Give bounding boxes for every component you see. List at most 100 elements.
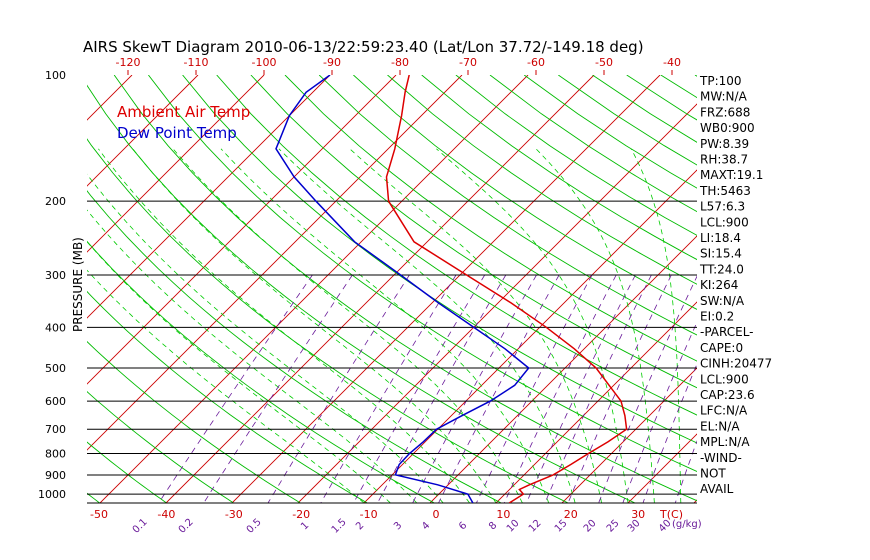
index-label: CINH:20477 bbox=[700, 357, 772, 371]
isotherm-line bbox=[99, 75, 529, 503]
index-label: TH:5463 bbox=[699, 184, 751, 198]
index-label: MAXT:19.1 bbox=[700, 168, 763, 182]
top-tick-label: -60 bbox=[527, 56, 545, 69]
mixing-ratio-label: 2 bbox=[354, 520, 366, 532]
pressure-tick-label: 100 bbox=[45, 69, 66, 82]
dry-adiabat-line bbox=[216, 75, 697, 416]
mixing-ratio-line bbox=[567, 274, 672, 503]
mixing-ratio-label: 1 bbox=[299, 520, 311, 532]
bottom-tick-label: 0 bbox=[433, 508, 440, 521]
mixing-ratio-label: 0.5 bbox=[245, 517, 264, 536]
mixing-unit-label: (g/kg) bbox=[672, 519, 702, 530]
dry-adiabat-line bbox=[148, 75, 697, 473]
isotherm-line bbox=[363, 169, 697, 503]
index-label: AVAIL bbox=[700, 482, 734, 496]
plot-area bbox=[87, 75, 697, 503]
legend-dew-point-temp: Dew Point Temp bbox=[117, 124, 237, 142]
mixing-ratio-label: 3 bbox=[392, 520, 404, 532]
mixing-ratio-label: 0.2 bbox=[177, 517, 196, 536]
isotherm-line bbox=[297, 103, 697, 503]
dry-adiabat-line bbox=[729, 75, 870, 503]
bottom-tick-label: -20 bbox=[292, 508, 310, 521]
index-label: LI:18.4 bbox=[700, 231, 741, 245]
index-label: MPL:N/A bbox=[700, 435, 750, 449]
ambient-air-templine bbox=[385, 75, 628, 503]
bottom-tick-label: -50 bbox=[90, 508, 108, 521]
mixing-ratio-label: 20 bbox=[582, 518, 599, 535]
mixing-ratio-line bbox=[503, 274, 617, 503]
pressure-ticks: 100 200 300 400 500 600 700 800 900 1000 bbox=[38, 69, 66, 501]
index-label: LCL:900 bbox=[700, 372, 749, 386]
top-tick-label: -90 bbox=[323, 56, 341, 69]
index-label: PW:8.39 bbox=[700, 137, 749, 151]
top-tick-label: -80 bbox=[391, 56, 409, 69]
legend-ambient-air-temp: Ambient Air Temp bbox=[117, 103, 250, 121]
top-tick-label: -120 bbox=[116, 56, 141, 69]
dry-adiabat-line bbox=[87, 391, 234, 503]
pressure-tick-label: 300 bbox=[45, 269, 66, 282]
index-label: EI:0.2 bbox=[700, 310, 734, 324]
dry-adiabat-line bbox=[353, 75, 697, 310]
pressure-tick-label: 500 bbox=[45, 362, 66, 375]
mixing-ratio-label: 4 bbox=[420, 520, 432, 532]
temp-unit-label: T(C) bbox=[659, 508, 683, 521]
dry-adiabat-line bbox=[421, 75, 697, 261]
mixing-ratio-line bbox=[476, 274, 593, 503]
profile-series bbox=[275, 75, 628, 503]
mixing-ratio-label: 8 bbox=[487, 520, 499, 532]
top-tick-label: -50 bbox=[595, 56, 613, 69]
index-label: L57:6.3 bbox=[700, 200, 745, 214]
mixing-ratio-label: 1.5 bbox=[330, 517, 349, 536]
index-label: SI:15.4 bbox=[700, 247, 742, 261]
index-label: NOT bbox=[700, 467, 726, 481]
index-label: EL:N/A bbox=[700, 419, 740, 433]
index-label: TP:100 bbox=[699, 74, 742, 88]
chart-title: AIRS SkewT Diagram 2010-06-13/22:59:23.4… bbox=[83, 38, 644, 56]
mixing-ratio-line bbox=[598, 275, 697, 503]
pressure-tick-label: 700 bbox=[45, 423, 66, 436]
legend: Ambient Air Temp Dew Point Temp bbox=[117, 103, 250, 142]
mixing-ratio-line bbox=[642, 362, 697, 503]
dry-adiabat-line bbox=[87, 290, 368, 503]
pressure-tick-label: 600 bbox=[45, 395, 66, 408]
bottom-tick-label: -10 bbox=[360, 508, 378, 521]
mixing-ratio-line bbox=[353, 274, 486, 503]
mixing-ratio-label: 0.1 bbox=[131, 517, 150, 536]
mixing-ratio-label: 12 bbox=[527, 518, 544, 535]
index-label: RH:38.7 bbox=[700, 153, 748, 167]
mixing-ratio-line bbox=[622, 321, 697, 503]
index-label: MW:N/A bbox=[700, 90, 748, 104]
bottom-tick-label: -30 bbox=[225, 508, 243, 521]
dry-adiabat-line bbox=[87, 84, 636, 503]
mixing-ratio-grid bbox=[158, 274, 697, 503]
index-label: WB0:900 bbox=[700, 121, 755, 135]
isotherm-line bbox=[87, 75, 463, 451]
isotherm-line bbox=[165, 75, 595, 503]
dry-adiabat-line bbox=[387, 75, 697, 285]
dew-point-templine bbox=[275, 75, 530, 503]
dry-adiabat-line bbox=[250, 75, 697, 389]
mixing-ratio-line bbox=[203, 274, 353, 503]
top-tick-label: -70 bbox=[459, 56, 477, 69]
dry-adiabat-line bbox=[87, 240, 435, 503]
mixing-ratio-label: 25 bbox=[605, 518, 622, 535]
bottom-tick-label: 20 bbox=[564, 508, 578, 521]
index-label: CAP:23.6 bbox=[700, 388, 755, 402]
dry-adiabat-line bbox=[763, 75, 870, 503]
mixing-ratio-line bbox=[412, 274, 537, 503]
isotherm-line bbox=[760, 75, 870, 503]
index-label: FRZ:688 bbox=[700, 105, 750, 119]
index-label: LFC:N/A bbox=[700, 404, 748, 418]
mixing-ratio-line bbox=[377, 274, 507, 503]
dry-adiabat-line bbox=[87, 441, 167, 503]
mixing-ratio-labels: 0.1 0.2 0.5 1 1.5 2 3 4 6 8 10 12 15 20 25 30 40 bbox=[131, 517, 674, 536]
dry-adiabat-line bbox=[87, 138, 569, 503]
dry-adiabat-line bbox=[87, 340, 301, 503]
mixing-ratio-line bbox=[438, 274, 560, 503]
mixing-ratio-line bbox=[544, 274, 652, 503]
mixing-ratio-line bbox=[674, 440, 697, 503]
top-tick-label: -40 bbox=[663, 56, 681, 69]
pressure-tick-label: 200 bbox=[45, 195, 66, 208]
